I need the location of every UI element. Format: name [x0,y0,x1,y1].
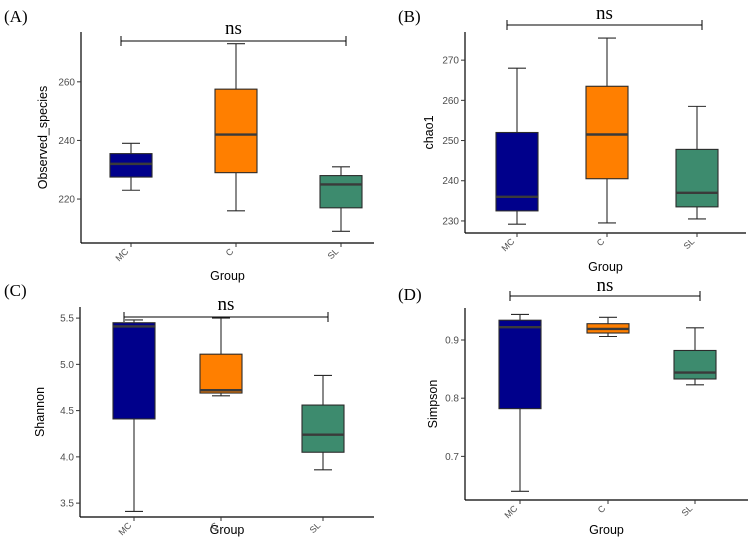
panel-c-ytick-label: 4.0 [60,452,74,463]
panel-c-ytick-label: 3.5 [60,499,74,510]
panel-b-xtick-label: MC [499,236,516,253]
panel-b-MC-box [495,131,539,212]
panel-d-ytick-label: 0.7 [445,452,459,463]
panel-d-xtick-label: C [596,503,608,515]
panel-c-xtick-label: MC [116,520,133,537]
panel-a-C-box [214,88,258,174]
panel-b-xtick-label: SL [682,236,697,251]
panel-b-SL-box [675,148,719,208]
panel-a-ytick-label: 240 [58,136,75,147]
panel-d-x-title: Group [589,523,624,537]
panel-b-y-title: chao1 [422,115,436,149]
panel-c-xtick-label: SL [308,520,323,535]
panel-a-label: (A) [4,7,28,26]
panel-d-y-title: Simpson [426,380,440,429]
panel-a-x-title: Group [210,269,245,283]
panel-b-ytick-label: 230 [442,216,459,227]
panel-b-xtick-label: C [595,236,607,248]
panel-b-label: (B) [398,7,421,26]
panel-a-xtick-label: SL [326,246,341,261]
panel-c-ytick-label: 4.5 [60,406,74,417]
panel-c-ytick-label: 5.0 [60,360,74,371]
panel-b-sig-label: ns [596,3,613,24]
panel-d-MC-box [498,319,542,410]
panel-c-y-title: Shannon [33,387,47,437]
panel-b-ytick-label: 240 [442,176,459,187]
panel-c-sig-label: ns [218,294,235,315]
panel-c-C-box [199,353,243,394]
panel-d-ytick-label: 0.9 [445,336,459,347]
panel-d-ytick-label: 0.8 [445,394,459,405]
panel-a-ytick-label: 260 [58,77,75,88]
panel-a-ytick-label: 220 [58,195,75,206]
panel-c-ytick-label: 5.5 [60,314,74,325]
panel-b-ytick-label: 270 [442,56,459,67]
panel-d-sig-label: ns [597,275,614,296]
panel-b-C-box [585,85,629,180]
panel-a-xtick-label: MC [113,246,130,263]
panel-a-MC-box [109,153,153,178]
panel-c-SL-box [301,404,345,453]
panel-c-x-title: Group [210,523,245,537]
panel-d-xtick-label: SL [680,503,695,518]
panel-a-y-title: Observed_species [36,86,50,190]
panel-c-MC-box [112,322,156,420]
panel-a-sig-label: ns [225,18,242,39]
panel-c-label: (C) [4,281,27,300]
panel-a-SL-box [319,175,363,209]
panel-b-ytick-label: 260 [442,96,459,107]
panel-a-xtick-label: C [224,246,236,258]
panel-b-x-title: Group [588,260,623,274]
panel-b-ytick-label: 250 [442,136,459,147]
panel-d-SL-box [673,349,717,380]
panel-d-label: (D) [398,285,422,304]
panel-d-xtick-label: MC [502,503,519,520]
